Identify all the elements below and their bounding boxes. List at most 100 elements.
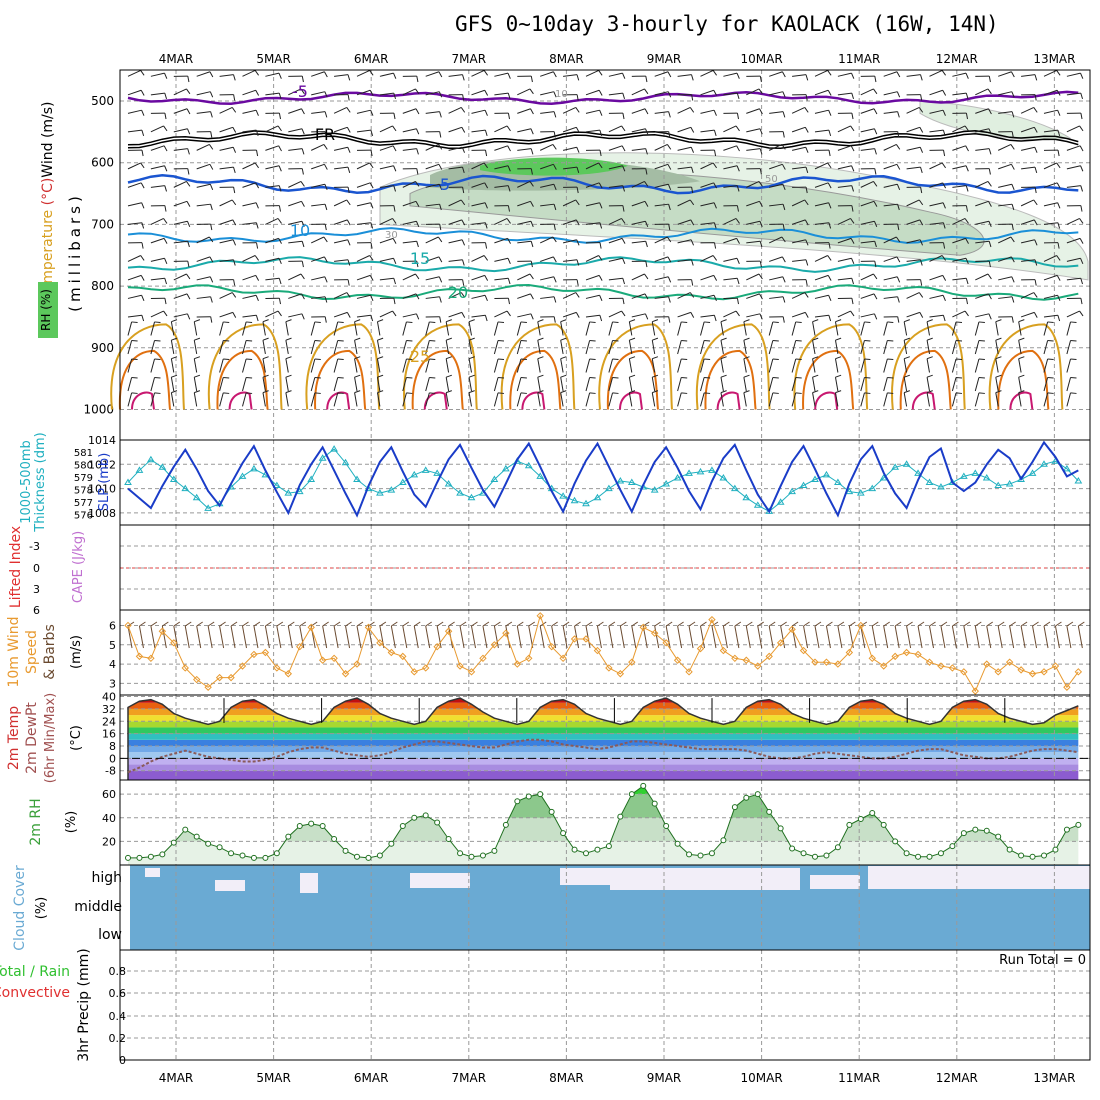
wind-barb: [834, 321, 839, 336]
wind-barb: [278, 278, 282, 285]
wind-barb: [952, 237, 966, 244]
cloud-unit-label: (%): [34, 897, 49, 920]
wind-speed-point: [1063, 683, 1071, 691]
wind-barb: [333, 392, 339, 407]
wind-barb: [1070, 376, 1077, 379]
wind-barb: [589, 339, 596, 342]
thickness-point: [788, 487, 796, 495]
wind-barb: [425, 340, 430, 355]
wind-barb: [574, 625, 580, 649]
wind-barb: [988, 261, 991, 268]
wind-barb: [539, 236, 554, 244]
wind-barb: [975, 88, 989, 96]
wind-barb: [140, 90, 145, 96]
wind-barb: [209, 256, 214, 263]
wind-barb: [873, 88, 878, 95]
wind-barb: [897, 224, 900, 231]
wind-barb: [425, 358, 430, 373]
wind-barb: [439, 204, 442, 211]
wind-barb: [975, 181, 989, 188]
wind-barb: [537, 337, 544, 341]
wind-barb: [1034, 147, 1038, 153]
wind-barb: [379, 310, 393, 318]
wind-barb: [791, 340, 797, 355]
isotherm-35: [423, 391, 448, 410]
wind-barb: [485, 150, 488, 157]
wind-barb: [978, 321, 985, 323]
wind-barb: [163, 145, 168, 152]
wind-barb: [379, 125, 393, 133]
wind-barb: [874, 75, 877, 83]
wind-barb: [377, 356, 384, 360]
wind-barb: [585, 89, 600, 96]
wind-barb: [1080, 205, 1083, 212]
wind-barb: [804, 312, 809, 318]
wind-barb: [141, 129, 145, 137]
wind-barb: [631, 293, 646, 299]
rh-point: [972, 826, 979, 833]
wind-barb: [906, 126, 921, 133]
wind-barb: [599, 242, 602, 249]
wind-barb: [333, 358, 339, 373]
wind-barb: [736, 298, 740, 305]
wind-barb: [906, 146, 921, 151]
wind-barb: [242, 162, 256, 170]
wind-barb: [998, 91, 1012, 96]
thickness-point: [937, 483, 945, 490]
wind-barb: [585, 621, 593, 627]
rh-point: [354, 853, 360, 860]
thickness-point: [662, 480, 671, 487]
wind-barb: [553, 91, 557, 98]
wind-barb: [131, 376, 138, 379]
wind-barb: [860, 293, 875, 299]
precip-axis-label: 3hr Precip (mm): [76, 948, 92, 1061]
wind-barb: [1057, 129, 1061, 137]
wind-barb: [127, 222, 142, 225]
wind-barb: [628, 377, 633, 392]
wind-speed-point: [937, 662, 945, 670]
thickness-point: [708, 466, 716, 473]
wind-barb: [516, 358, 522, 373]
wind-barb: [668, 204, 671, 211]
wind-barb: [906, 74, 921, 77]
wind-barb: [942, 315, 946, 322]
wind-barb: [575, 219, 580, 226]
thickness-tick: 578: [74, 486, 93, 497]
wind-barb: [644, 313, 649, 320]
isotherm-25: [403, 323, 478, 410]
wind-barb: [1043, 358, 1049, 373]
wind-barb: [150, 257, 165, 262]
wind-barb: [256, 150, 259, 157]
wind-barb: [896, 71, 901, 78]
wind-barb: [918, 199, 924, 206]
wind-barb: [677, 321, 682, 336]
wind-barb: [919, 219, 924, 226]
wind-barb: [346, 127, 351, 133]
isotherm-30: [606, 349, 659, 410]
wind-barb: [711, 621, 719, 627]
wind-barb: [285, 390, 292, 394]
wind-barb: [608, 625, 614, 649]
wind-barb: [906, 106, 920, 114]
wind-barb: [356, 274, 371, 281]
wind-barb: [768, 340, 774, 355]
wind-barb: [439, 224, 442, 231]
date-label-bottom: 13MAR: [1033, 1071, 1075, 1085]
wind-barb: [285, 374, 292, 378]
wind-barb: [814, 89, 829, 96]
wind-barb: [323, 144, 328, 150]
cloud-margin: [120, 865, 130, 950]
wind-barb: [288, 293, 302, 299]
cloud-gap: [560, 868, 610, 885]
wind-barb: [439, 111, 442, 118]
wind-barb: [552, 256, 557, 263]
wind-barb: [471, 255, 485, 262]
wind-barb: [448, 311, 463, 318]
wind-barb: [209, 91, 214, 98]
wind-barb: [621, 238, 626, 244]
wind-barb: [952, 621, 959, 627]
wind-barb: [530, 261, 533, 268]
wind-barb: [883, 276, 898, 281]
wind-barb: [759, 168, 762, 175]
wind-barb: [575, 199, 580, 206]
